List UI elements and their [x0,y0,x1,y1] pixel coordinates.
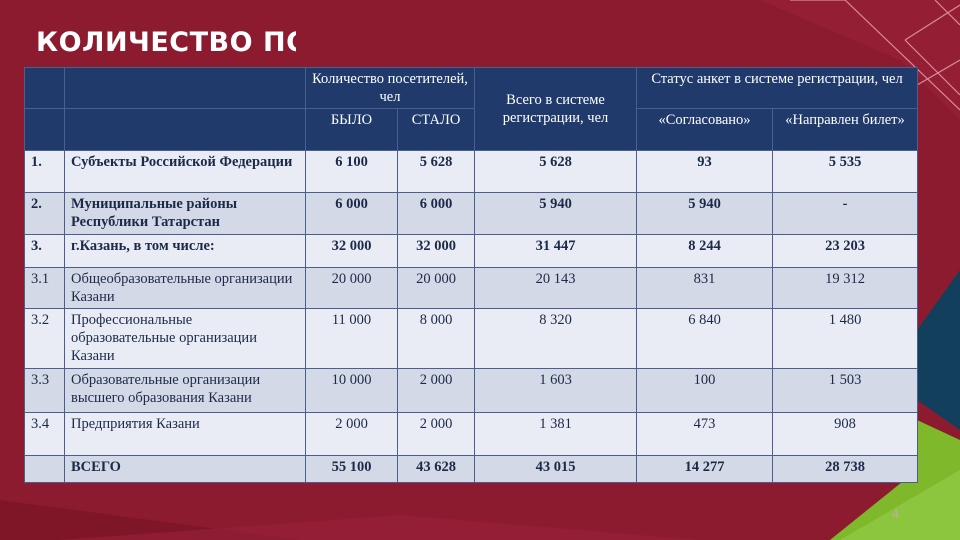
row-ticket-sent: 908 [772,412,919,456]
header-registered: Всего в системе регистрации, чел [474,67,638,151]
row-was: 2 000 [305,412,398,456]
row-approved: 5 940 [636,192,774,235]
row-ticket-sent: 1 480 [772,308,919,369]
row-no: 1. [24,150,65,193]
row-registered: 5 628 [474,150,638,193]
row-name: г.Казань, в том числе: [64,234,306,268]
row-approved: 473 [636,412,774,456]
header-ticket-sent: «Направлен билет» [772,108,919,151]
row-was: 20 000 [305,267,398,309]
row-was: 6 100 [305,150,398,193]
row-approved: 6 840 [636,308,774,369]
row-was: 10 000 [305,368,398,413]
table-header-row-1: Количество посетителей, чел Всего в сист… [24,67,919,151]
row-no [24,455,65,483]
row-became: 6 000 [396,192,476,235]
row-no: 3.4 [24,412,65,456]
table-row: 1. Субъекты Российской Федерации 6 100 5… [24,150,919,193]
row-ticket-sent: 1 503 [772,368,919,413]
table-row: 3.3 Образовательные организации высшего … [24,368,919,413]
header-cell-no-2 [24,108,65,151]
row-ticket-sent: - [772,192,919,235]
row-registered: 1 603 [474,368,638,413]
row-became: 43 628 [396,455,476,483]
row-name: Общеобразовательные организации Казани [64,267,306,309]
row-no: 3.1 [24,267,65,309]
row-registered: 43 015 [474,455,638,483]
row-became: 32 000 [396,234,476,268]
row-was: 11 000 [305,308,398,369]
row-was: 6 000 [305,192,398,235]
row-registered: 20 143 [474,267,638,309]
row-approved: 14 277 [636,455,774,483]
table-row: 3.2 Профессиональные образовательные орг… [24,308,919,369]
header-was: БЫЛО [305,108,398,151]
page-number: 4 [892,507,899,521]
visitors-table: Количество посетителей, чел Всего в сист… [24,67,919,483]
row-became: 2 000 [396,412,476,456]
slide-title: КОЛИЧЕСТВО ПОСЕТИТЕЛЕЙ [36,27,296,58]
row-name: ВСЕГО [64,455,306,483]
table-row: 3.1 Общеобразовательные организации Каза… [24,267,919,309]
row-registered: 31 447 [474,234,638,268]
row-no: 3.3 [24,368,65,413]
table-header-row-2: БЫЛО СТАЛО «Согласовано» «Направлен биле… [24,108,919,151]
header-became: СТАЛО [396,108,476,151]
row-was: 55 100 [305,455,398,483]
row-name: Муниципальные районы Республики Татарста… [64,192,306,235]
row-no: 3. [24,234,65,268]
row-became: 2 000 [396,368,476,413]
row-no: 2. [24,192,65,235]
row-no: 3.2 [24,308,65,369]
row-registered: 8 320 [474,308,638,369]
row-approved: 93 [636,150,774,193]
header-visitors: Количество посетителей, чел [304,67,476,109]
row-ticket-sent: 19 312 [772,267,919,309]
row-ticket-sent: 23 203 [772,234,919,268]
table-row: 2. Муниципальные районы Республики Татар… [24,192,919,235]
row-became: 8 000 [396,308,476,369]
row-became: 5 628 [396,150,476,193]
row-registered: 1 381 [474,412,638,456]
row-was: 32 000 [305,234,398,268]
row-name: Предприятия Казани [64,412,306,456]
row-approved: 100 [636,368,774,413]
row-name: Образовательные организации высшего обра… [64,368,306,413]
row-approved: 831 [636,267,774,309]
row-ticket-sent: 5 535 [772,150,919,193]
row-name: Профессиональные образовательные организ… [64,308,306,369]
row-became: 20 000 [396,267,476,309]
table-row-total: ВСЕГО 55 100 43 628 43 015 14 277 28 738 [24,455,919,483]
row-approved: 8 244 [636,234,774,268]
header-cell-no [24,67,65,109]
table-row: 3. г.Казань, в том числе: 32 000 32 000 … [24,234,919,268]
row-ticket-sent: 28 738 [772,455,919,483]
header-cell-name [64,67,306,109]
header-approved: «Согласовано» [636,108,774,151]
row-registered: 5 940 [474,192,638,235]
table-row: 3.4 Предприятия Казани 2 000 2 000 1 381… [24,412,919,456]
header-status: Статус анкет в системе регистрации, чел [636,67,919,109]
row-name: Субъекты Российской Федерации [64,150,306,193]
header-cell-name-2 [64,108,306,151]
